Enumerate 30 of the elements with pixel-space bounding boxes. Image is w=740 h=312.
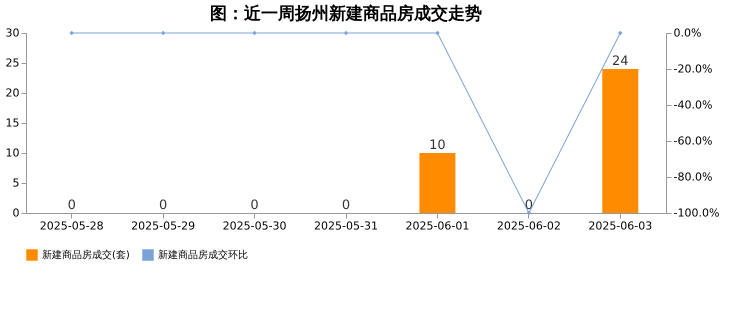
data-label: 0: [68, 198, 76, 213]
legend-label: 新建商品房成交环比: [158, 249, 248, 261]
x-tick-label: 2025-05-28: [40, 220, 104, 232]
y-tick-label: 20: [6, 86, 20, 100]
x-tick-label: 2025-05-30: [222, 220, 287, 232]
y2-tick-label: 0.0%: [674, 26, 702, 40]
x-tick-label: 2025-05-29: [131, 220, 196, 232]
y-tick-label: 5: [12, 176, 20, 190]
legend-label: 新建商品房成交(套): [42, 249, 130, 261]
x-tick-label: 2025-06-01: [405, 220, 470, 232]
y-tick-label: 25: [6, 56, 20, 70]
data-label: 24: [612, 54, 629, 69]
y-tick-label: 10: [6, 146, 20, 160]
data-label: 0: [250, 198, 259, 213]
data-label: 0: [524, 198, 533, 213]
y-tick-label: 15: [6, 116, 20, 130]
y2-tick-label: -100.0%: [674, 206, 720, 220]
x-tick-label: 2025-05-31: [314, 220, 378, 232]
data-label: 0: [159, 198, 168, 213]
data-label: 10: [429, 138, 446, 153]
y2-tick-label: -20.0%: [674, 62, 712, 76]
y-tick-label: 30: [6, 26, 20, 40]
y2-tick-label: -60.0%: [674, 134, 712, 148]
data-label: 0: [342, 198, 350, 213]
y2-tick-label: -80.0%: [674, 170, 712, 184]
x-tick-label: 2025-06-02: [496, 220, 561, 232]
x-tick-label: 2025-06-03: [588, 220, 652, 232]
y-tick-label: 0: [12, 206, 20, 220]
y2-tick-label: -40.0%: [674, 98, 712, 112]
chart-title: 图：近一周扬州新建商品房成交走势: [210, 4, 482, 24]
